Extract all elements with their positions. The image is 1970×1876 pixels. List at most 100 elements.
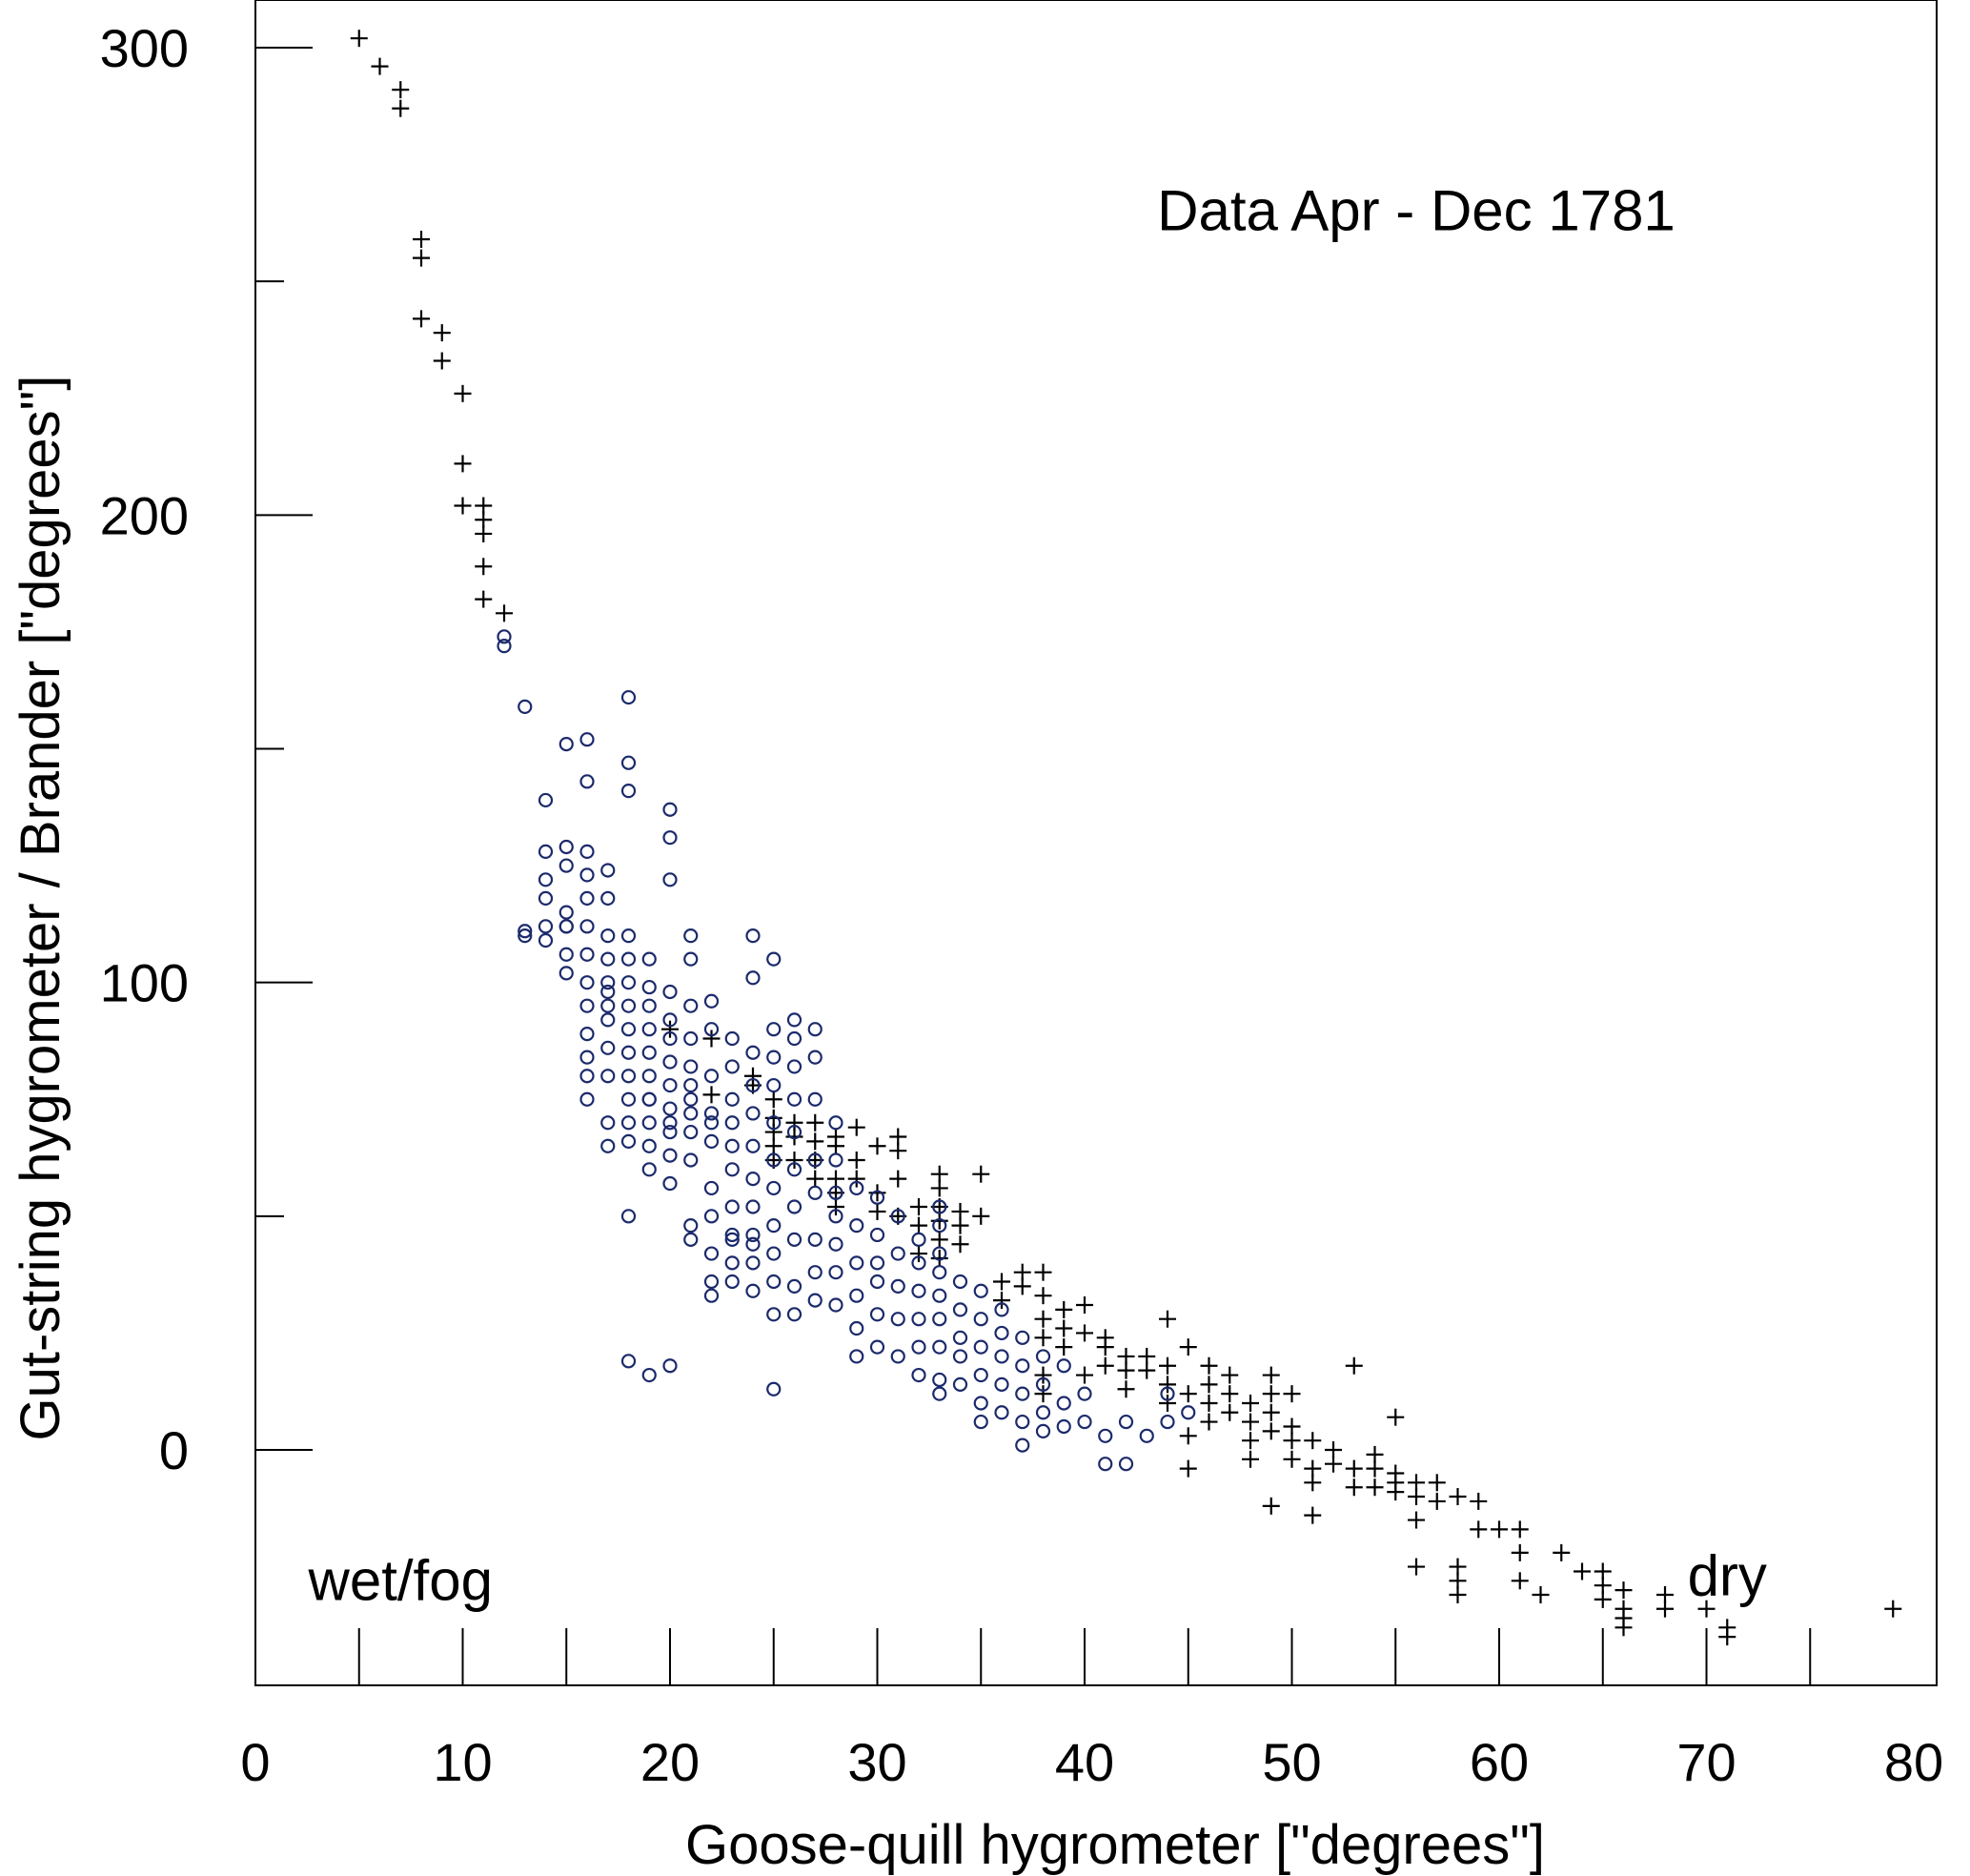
cross-point bbox=[1262, 1403, 1280, 1421]
circle-point bbox=[807, 1293, 823, 1308]
cross-point bbox=[1179, 1427, 1197, 1445]
circle-point bbox=[932, 1372, 947, 1388]
cross-point bbox=[1511, 1572, 1529, 1590]
chart-annotation: Data Apr - Dec 1781 bbox=[1157, 179, 1676, 243]
circle-point bbox=[849, 1180, 864, 1196]
circle-point bbox=[1056, 1358, 1071, 1374]
circle-point bbox=[869, 1339, 885, 1355]
cross-point bbox=[910, 1198, 927, 1216]
circle-point bbox=[973, 1339, 988, 1355]
circle-point bbox=[620, 1115, 637, 1131]
cross-point bbox=[661, 1020, 679, 1038]
cross-point bbox=[806, 1113, 824, 1132]
circle-point bbox=[973, 1414, 988, 1430]
circle-point bbox=[807, 1185, 823, 1200]
cross-point bbox=[1200, 1413, 1218, 1431]
circle-point bbox=[745, 1172, 761, 1187]
cross-point bbox=[1283, 1450, 1301, 1468]
circle-point bbox=[579, 1069, 595, 1084]
ticks-layer bbox=[255, 47, 1812, 1685]
cross-point bbox=[951, 1216, 969, 1234]
circle-point bbox=[724, 1232, 740, 1247]
circle-point bbox=[683, 1091, 699, 1107]
circle-point bbox=[724, 1115, 740, 1131]
cross-point bbox=[806, 1170, 824, 1188]
circle-point bbox=[869, 1255, 885, 1271]
circle-point bbox=[766, 1022, 782, 1037]
cross-point bbox=[1055, 1338, 1073, 1356]
circle-point bbox=[538, 792, 554, 808]
cross-point bbox=[1366, 1478, 1384, 1497]
cross-point bbox=[1408, 1488, 1425, 1506]
cross-point bbox=[1491, 1520, 1508, 1539]
circle-point bbox=[745, 970, 761, 986]
circle-point bbox=[1139, 1428, 1154, 1443]
cross-point bbox=[392, 99, 410, 117]
cross-point bbox=[1159, 1394, 1176, 1412]
circle-point bbox=[994, 1376, 1009, 1392]
circle-point bbox=[1035, 1349, 1051, 1364]
circle-point bbox=[620, 951, 637, 967]
circle-point bbox=[600, 890, 616, 907]
circle-point bbox=[579, 890, 595, 907]
circle-point bbox=[766, 1218, 782, 1234]
cross-point bbox=[1304, 1474, 1322, 1492]
cross-point bbox=[930, 1249, 948, 1267]
circle-point bbox=[703, 993, 720, 1009]
plot-area bbox=[254, 0, 1938, 1686]
cross-point bbox=[1096, 1338, 1114, 1356]
circle-point bbox=[538, 872, 554, 887]
circle-point bbox=[1118, 1457, 1134, 1472]
circle-point bbox=[620, 1022, 637, 1037]
circle-point bbox=[579, 1027, 595, 1042]
x-tick-label: 40 bbox=[1055, 1732, 1114, 1792]
chart-annotation: dry bbox=[1688, 1543, 1767, 1607]
circle-point bbox=[786, 1012, 802, 1028]
circle-point bbox=[683, 1124, 699, 1140]
circle-point bbox=[1015, 1414, 1030, 1430]
circle-point bbox=[890, 1312, 905, 1327]
circle-point bbox=[932, 1246, 947, 1261]
cross-point bbox=[1345, 1356, 1363, 1375]
x-tick-label: 50 bbox=[1262, 1732, 1321, 1792]
circle-point bbox=[994, 1325, 1009, 1341]
cross-point bbox=[1034, 1329, 1052, 1347]
circle-point bbox=[1035, 1423, 1051, 1438]
circle-point bbox=[703, 1115, 720, 1131]
cross-point bbox=[785, 1151, 803, 1169]
circle-point bbox=[559, 947, 574, 962]
circle-point bbox=[869, 1307, 885, 1322]
circle-point bbox=[766, 1274, 782, 1290]
circle-point bbox=[683, 1152, 699, 1168]
cross-point bbox=[350, 30, 368, 48]
circle-point bbox=[994, 1349, 1009, 1364]
y-tick-label: 100 bbox=[100, 953, 189, 1013]
cross-point bbox=[1179, 1459, 1197, 1478]
cross-point bbox=[496, 604, 513, 622]
circle-point bbox=[538, 919, 554, 934]
circle-point bbox=[766, 1307, 782, 1322]
circle-point bbox=[849, 1320, 864, 1336]
circle-point bbox=[745, 1199, 761, 1214]
circle-point bbox=[662, 872, 678, 887]
circle-point bbox=[683, 1059, 699, 1074]
circle-point bbox=[600, 863, 616, 878]
circle-point bbox=[518, 928, 533, 944]
circle-point bbox=[1035, 1405, 1051, 1420]
circle-point bbox=[538, 890, 554, 907]
circle-point bbox=[911, 1367, 926, 1383]
circle-point bbox=[828, 1209, 843, 1224]
circle-point bbox=[745, 1077, 761, 1093]
circle-point bbox=[683, 998, 699, 1013]
cross-point bbox=[1159, 1376, 1176, 1394]
circle-point bbox=[869, 1227, 885, 1243]
circle-point bbox=[683, 1077, 699, 1093]
cross-point bbox=[972, 1207, 990, 1225]
circle-point bbox=[890, 1349, 905, 1364]
circle-point bbox=[662, 1358, 678, 1374]
cross-point bbox=[1283, 1432, 1301, 1450]
circle-point bbox=[1015, 1330, 1030, 1345]
circle-point bbox=[1118, 1414, 1134, 1430]
x-tick-label: 20 bbox=[640, 1732, 700, 1792]
cross-point bbox=[951, 1235, 969, 1254]
